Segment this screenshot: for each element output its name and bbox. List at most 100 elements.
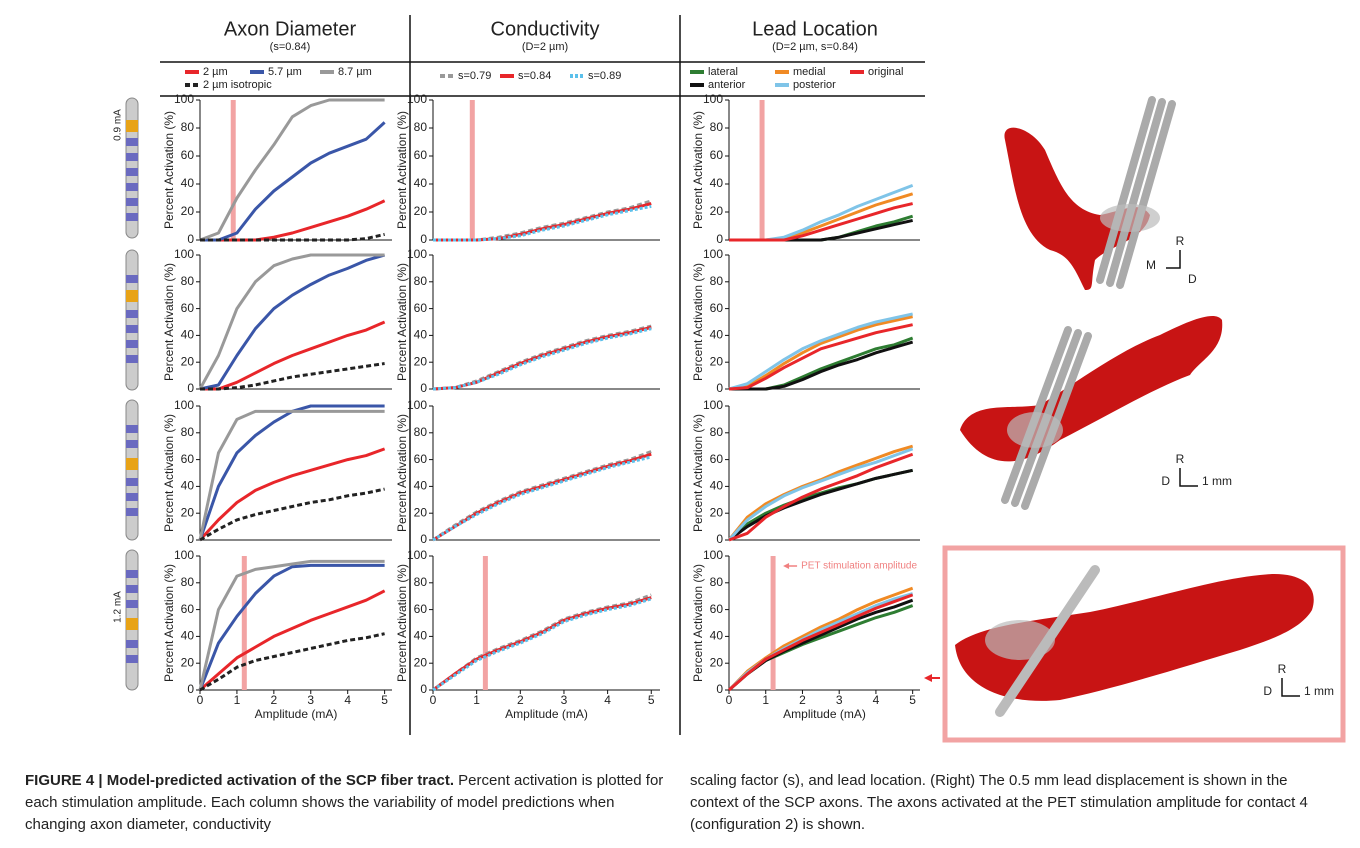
y-tick-label: 40 xyxy=(181,479,195,493)
series-line xyxy=(198,559,385,691)
scale-label: D xyxy=(1188,272,1197,286)
y-tick-label: 80 xyxy=(414,575,428,589)
y-tick-label: 20 xyxy=(710,505,724,519)
render-1 xyxy=(1004,96,1176,290)
y-tick-label: 100 xyxy=(174,92,194,106)
annotation-arrowhead xyxy=(783,563,790,569)
series-line xyxy=(432,597,652,692)
series-line xyxy=(198,404,385,541)
y-tick-label: 0 xyxy=(420,532,427,546)
series-line xyxy=(727,592,914,692)
series-line xyxy=(200,121,386,242)
series-line xyxy=(433,199,652,242)
series-line xyxy=(198,447,386,542)
y-tick-label: 20 xyxy=(710,354,724,368)
series-line xyxy=(200,362,385,391)
column-subtitle: (s=0.84) xyxy=(270,41,311,53)
caption-right: scaling factor (s), and lead location. (… xyxy=(690,770,1330,836)
y-tick-label: 20 xyxy=(414,655,428,669)
legend-label: 8.7 µm xyxy=(338,66,372,78)
y-tick-label: 20 xyxy=(710,204,724,218)
x-tick-label: 1 xyxy=(234,693,241,707)
series-line xyxy=(728,604,914,692)
y-tick-label: 0 xyxy=(420,381,427,395)
y-tick-label: 20 xyxy=(181,204,195,218)
y-tick-label: 100 xyxy=(174,548,194,562)
series-line xyxy=(200,320,386,391)
y-tick-label: 80 xyxy=(181,120,195,134)
y-tick-label: 0 xyxy=(187,381,194,395)
series-line xyxy=(728,315,913,391)
series-line xyxy=(198,563,385,691)
y-axis-label: Percent Activation (%) xyxy=(162,414,176,532)
lead-label: 0.9 mA xyxy=(113,109,124,141)
y-tick-label: 40 xyxy=(414,328,428,342)
y-axis-label: Percent Activation (%) xyxy=(691,414,705,532)
column-subtitle: (D=2 µm) xyxy=(522,41,568,53)
x-axis-label: Amplitude (mA) xyxy=(255,707,338,721)
y-tick-label: 60 xyxy=(414,148,428,162)
y-tick-label: 60 xyxy=(414,452,428,466)
series-line xyxy=(729,340,914,391)
column-title: Lead Location xyxy=(752,18,878,40)
y-axis-label: Percent Activation (%) xyxy=(162,564,176,682)
y-tick-label: 40 xyxy=(414,176,428,190)
y-axis-label: Percent Activation (%) xyxy=(691,263,705,381)
y-tick-label: 40 xyxy=(710,629,724,643)
legend-label: s=0.89 xyxy=(588,70,621,82)
scale-label: 1 mm xyxy=(1304,684,1334,698)
series-line xyxy=(432,455,652,542)
scale-label: M xyxy=(1146,258,1156,272)
y-tick-label: 60 xyxy=(181,301,195,315)
y-axis-label: Percent Activation (%) xyxy=(691,111,705,229)
y-tick-label: 100 xyxy=(174,247,194,261)
x-tick-label: 1 xyxy=(762,693,769,707)
y-tick-label: 0 xyxy=(716,381,723,395)
y-tick-label: 60 xyxy=(414,301,428,315)
scale-label: 1 mm xyxy=(1202,474,1232,488)
x-tick-label: 5 xyxy=(909,693,916,707)
y-tick-label: 60 xyxy=(710,602,724,616)
y-tick-label: 40 xyxy=(710,176,724,190)
y-tick-label: 0 xyxy=(716,682,723,696)
y-tick-label: 0 xyxy=(716,532,723,546)
y-tick-label: 80 xyxy=(181,575,195,589)
series-line xyxy=(433,204,652,242)
y-tick-label: 100 xyxy=(174,398,194,412)
y-tick-label: 40 xyxy=(710,328,724,342)
x-tick-label: 0 xyxy=(197,693,204,707)
y-tick-label: 100 xyxy=(407,247,427,261)
series-line xyxy=(200,199,386,242)
x-tick-label: 2 xyxy=(271,693,278,707)
legend-label: medial xyxy=(793,66,825,78)
legend-label: s=0.84 xyxy=(518,70,551,82)
x-tick-label: 3 xyxy=(836,693,843,707)
y-tick-label: 0 xyxy=(716,232,723,246)
y-tick-label: 20 xyxy=(181,655,195,669)
scale-label: D xyxy=(1161,474,1170,488)
series-line xyxy=(729,202,913,242)
y-tick-label: 100 xyxy=(703,548,723,562)
legend-label: 2 µm xyxy=(203,66,228,78)
scale-label: R xyxy=(1176,234,1185,248)
series-line xyxy=(728,468,913,542)
render-3 xyxy=(955,565,1314,717)
y-tick-label: 40 xyxy=(710,479,724,493)
y-axis-label: Percent Activation (%) xyxy=(691,564,705,682)
pointer-arrow xyxy=(924,674,940,682)
legend-label: anterior xyxy=(708,79,746,91)
y-tick-label: 0 xyxy=(420,232,427,246)
series-line xyxy=(728,593,914,692)
y-axis-label: Percent Activation (%) xyxy=(395,414,409,532)
y-tick-label: 40 xyxy=(181,176,195,190)
series-line xyxy=(432,593,652,692)
y-tick-label: 100 xyxy=(407,398,427,412)
series-line xyxy=(432,325,652,391)
legend-label: posterior xyxy=(793,79,836,91)
y-tick-label: 60 xyxy=(710,452,724,466)
x-tick-label: 2 xyxy=(799,693,806,707)
x-axis-label: Amplitude (mA) xyxy=(505,707,588,721)
x-axis-label: Amplitude (mA) xyxy=(783,707,866,721)
x-tick-label: 5 xyxy=(381,693,388,707)
y-tick-label: 60 xyxy=(710,301,724,315)
